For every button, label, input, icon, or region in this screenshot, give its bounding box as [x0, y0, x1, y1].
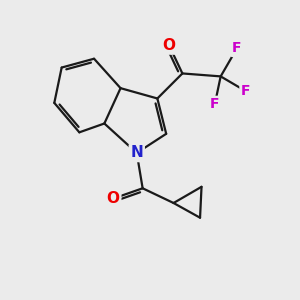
Text: F: F [210, 98, 220, 111]
Text: F: F [241, 84, 250, 98]
Text: O: O [107, 191, 120, 206]
Text: N: N [130, 146, 143, 160]
Text: F: F [232, 41, 242, 56]
Text: O: O [163, 38, 176, 53]
